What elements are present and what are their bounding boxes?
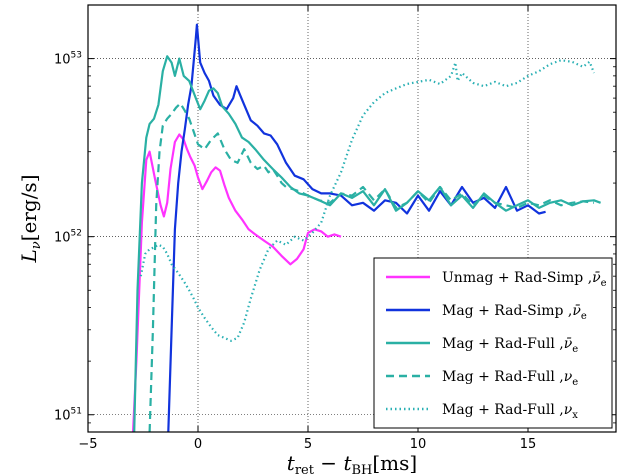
legend-label-4: Mag + Rad-Full ,νe	[442, 369, 578, 388]
plot-frame	[87, 4, 617, 433]
y-tick-label: 1053	[54, 51, 82, 68]
x-tick-label: 5	[304, 437, 312, 452]
legend: Unmag + Rad-Simp ,ν̄e Mag + Rad-Simp ,ν̄e…	[373, 257, 613, 429]
x-tick-label: 0	[194, 437, 202, 452]
legend-label-1: Unmag + Rad-Simp ,ν̄e	[442, 270, 607, 289]
axis-ticks: −5 0 5 10 15 1051 1052 1053	[54, 4, 616, 452]
y-axis-label-text: Lν[erg/s]	[17, 175, 44, 264]
legend-label-2: Mag + Rad-Simp ,ν̄e	[442, 303, 587, 322]
x-axis-label-text: tret − tBH[ms]	[287, 451, 417, 476]
x-tick-label: 10	[410, 437, 427, 452]
legend-label-5: Mag + Rad-Full ,νx	[442, 402, 578, 421]
y-axis-label: Lν[erg/s]	[17, 175, 44, 264]
series-line-4	[148, 102, 595, 432]
series-line-3	[133, 55, 601, 432]
series-lines	[131, 23, 601, 432]
y-tick-label: 1051	[54, 407, 82, 424]
y-tick-label: 1052	[54, 229, 82, 246]
x-axis-label: tret − tBH[ms]	[287, 451, 417, 476]
x-tick-label: −5	[78, 437, 97, 452]
series-line-5	[139, 59, 596, 342]
x-tick-label: 15	[520, 437, 537, 452]
legend-label-3: Mag + Rad-Full ,ν̄e	[442, 336, 578, 355]
series-line-1	[131, 133, 342, 432]
